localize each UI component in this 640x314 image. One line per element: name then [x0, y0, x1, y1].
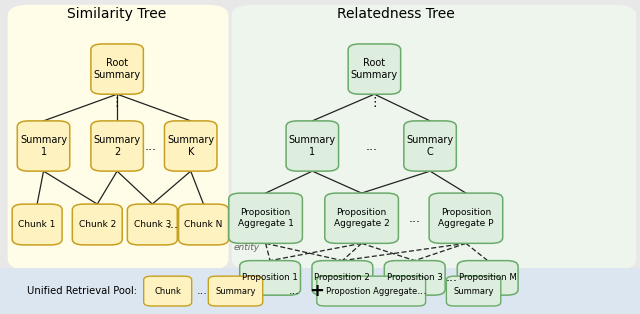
FancyBboxPatch shape [458, 261, 518, 295]
Text: Summary
2: Summary 2 [93, 135, 141, 157]
FancyBboxPatch shape [72, 204, 122, 245]
Text: ...: ... [289, 286, 300, 296]
Text: Root
Summary: Root Summary [351, 58, 398, 80]
FancyBboxPatch shape [229, 193, 302, 243]
Text: Summary
1: Summary 1 [20, 135, 67, 157]
Text: Summary
1: Summary 1 [289, 135, 336, 157]
Text: ...: ... [167, 218, 179, 231]
FancyBboxPatch shape [209, 276, 263, 306]
FancyBboxPatch shape [317, 276, 426, 306]
Text: Propostion Aggregate: Propostion Aggregate [326, 287, 417, 295]
FancyBboxPatch shape [385, 261, 445, 295]
Text: Proposition 3: Proposition 3 [387, 273, 443, 282]
Text: Summary: Summary [453, 287, 494, 295]
FancyBboxPatch shape [164, 121, 217, 171]
FancyBboxPatch shape [404, 121, 456, 171]
Text: Proposition 2: Proposition 2 [314, 273, 371, 282]
Text: ...: ... [145, 139, 156, 153]
FancyBboxPatch shape [179, 204, 228, 245]
FancyBboxPatch shape [144, 276, 192, 306]
Text: Root
Summary: Root Summary [93, 58, 141, 80]
FancyBboxPatch shape [447, 276, 500, 306]
FancyBboxPatch shape [17, 121, 70, 171]
FancyBboxPatch shape [324, 193, 398, 243]
FancyBboxPatch shape [348, 44, 401, 94]
Text: Chunk: Chunk [154, 287, 181, 295]
Text: +: + [308, 282, 324, 300]
Text: ⋮: ⋮ [111, 95, 124, 109]
FancyBboxPatch shape [286, 121, 339, 171]
Text: Chunk 2: Chunk 2 [79, 220, 116, 229]
Text: ⋮: ⋮ [368, 95, 381, 109]
Text: Chunk 3: Chunk 3 [134, 220, 171, 229]
Text: ...: ... [446, 271, 458, 284]
Text: ...: ... [197, 286, 207, 296]
Text: Chunk 1: Chunk 1 [19, 220, 56, 229]
FancyBboxPatch shape [8, 5, 228, 270]
Text: Proposition
Aggregate 1: Proposition Aggregate 1 [237, 208, 294, 228]
Text: ...: ... [417, 286, 428, 296]
Text: entity: entity [234, 243, 259, 252]
Text: Proposition
Aggregate 2: Proposition Aggregate 2 [333, 208, 390, 228]
FancyBboxPatch shape [240, 261, 301, 295]
FancyBboxPatch shape [312, 261, 372, 295]
FancyBboxPatch shape [232, 5, 636, 270]
Text: Proposition M: Proposition M [459, 273, 516, 282]
Text: Relatedness Tree: Relatedness Tree [337, 7, 454, 21]
Text: Chunk N: Chunk N [184, 220, 223, 229]
Text: Proposition
Aggregate P: Proposition Aggregate P [438, 208, 493, 228]
Text: Summary
C: Summary C [406, 135, 454, 157]
FancyBboxPatch shape [0, 268, 640, 314]
FancyBboxPatch shape [429, 193, 503, 243]
Text: Similarity Tree: Similarity Tree [67, 7, 167, 21]
Text: Summary
K: Summary K [167, 135, 214, 157]
Text: Summary: Summary [215, 287, 256, 295]
FancyBboxPatch shape [127, 204, 177, 245]
FancyBboxPatch shape [12, 204, 62, 245]
Text: ...: ... [365, 139, 377, 153]
Text: Proposition 1: Proposition 1 [242, 273, 298, 282]
FancyBboxPatch shape [91, 121, 143, 171]
FancyBboxPatch shape [91, 44, 143, 94]
Text: ...: ... [409, 212, 420, 225]
Text: Unified Retrieval Pool:: Unified Retrieval Pool: [27, 286, 137, 296]
